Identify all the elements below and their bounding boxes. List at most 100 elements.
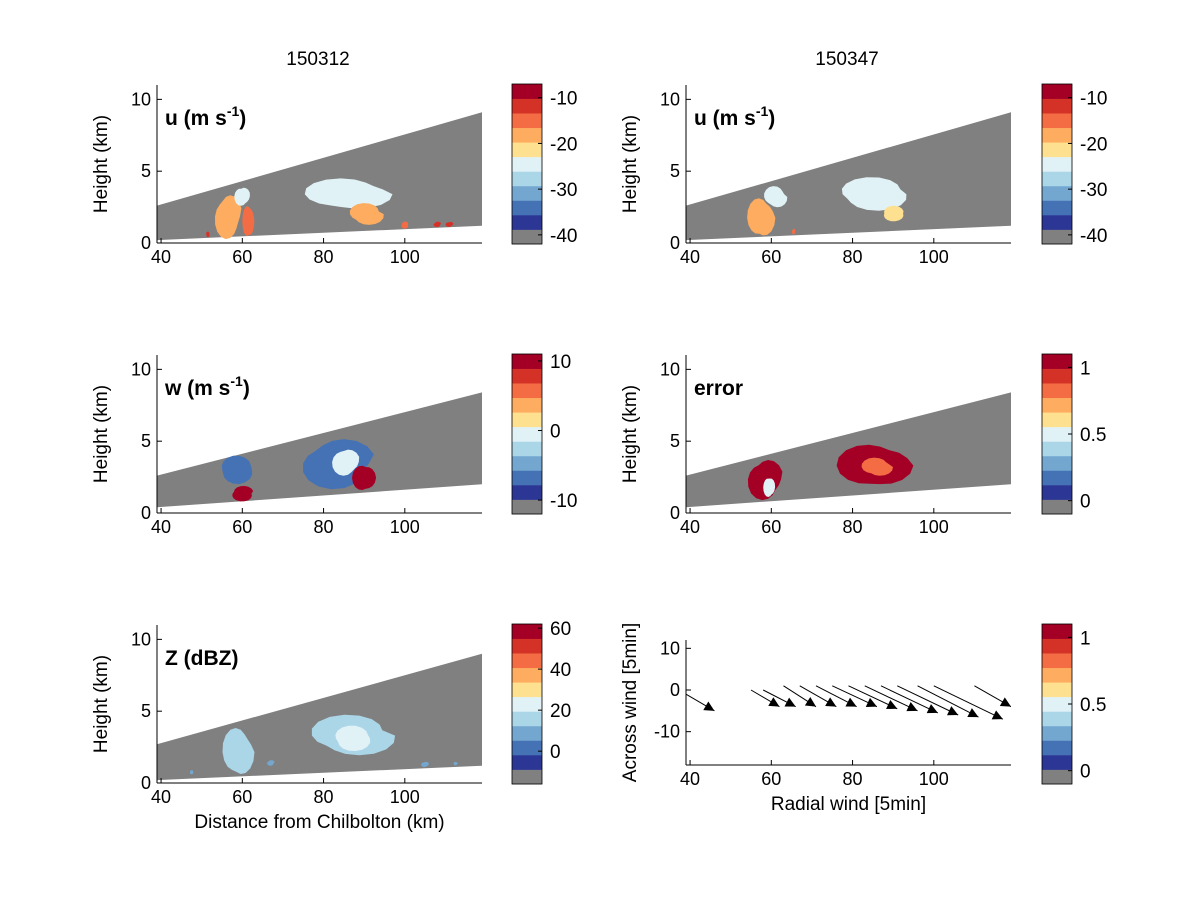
colorbar-frame: [511, 83, 543, 245]
colorbar-tick-label: -20: [550, 134, 577, 155]
colorbar-tick-label: 0.5: [1080, 425, 1106, 446]
colorbar-segment: [512, 397, 542, 413]
colorbar-segment: [1042, 185, 1072, 201]
colorbar-segment: [512, 185, 542, 201]
colorbar-segment: [1042, 484, 1072, 500]
y-tick-label: 10: [660, 89, 680, 109]
colorbar-frame: [1041, 83, 1073, 245]
radar-beam-background: [157, 112, 482, 241]
data-region: [352, 465, 377, 490]
wind-vector-head: [768, 697, 780, 707]
panel-label: w (m s-1): [164, 373, 250, 400]
colorbar-segment: [1042, 412, 1072, 428]
colorbar-segment: [512, 229, 542, 245]
x-axis-label: Radial wind [5min]: [771, 794, 926, 815]
wind-vector-head: [947, 706, 959, 716]
x-tick-label: 80: [843, 247, 863, 267]
colorbar-segment: [1042, 711, 1072, 727]
colorbar-segment: [512, 200, 542, 216]
data-region: [883, 205, 904, 222]
x-tick-label: 100: [390, 247, 420, 267]
radar-beam-background: [157, 653, 482, 781]
y-tick-label: 10: [131, 359, 151, 379]
colorbar-segment: [1042, 455, 1072, 471]
colorbar-segment: [512, 754, 542, 770]
colorbar-segment: [512, 171, 542, 187]
colorbar-tick-label: 0: [550, 742, 561, 763]
colorbar-tick-label: 1: [1080, 358, 1091, 379]
wind-vector-head: [865, 697, 877, 707]
y-tick-label: 5: [670, 431, 680, 451]
plot-area: [157, 112, 482, 241]
y-tick-label: 5: [141, 431, 151, 451]
data-region: [242, 206, 255, 236]
data-region: [215, 195, 242, 240]
colorbar-segment: [512, 156, 542, 172]
data-region: [349, 203, 384, 225]
x-tick-label: 40: [680, 247, 700, 267]
x-tick-label: 60: [232, 517, 252, 537]
data-region: [453, 762, 458, 766]
colorbar-segment: [512, 769, 542, 785]
colorbar-segment: [1042, 769, 1072, 785]
colorbar-segment: [512, 441, 542, 457]
y-tick-label: 5: [141, 161, 151, 181]
column-title-left: 150312: [286, 49, 349, 70]
colorbar-segment: [512, 653, 542, 669]
x-tick-label: 80: [314, 247, 334, 267]
data-region: [763, 478, 776, 497]
wind-vector-head: [906, 702, 918, 712]
data-region: [222, 728, 255, 774]
data-region: [234, 187, 250, 206]
data-region: [791, 228, 796, 235]
wind-vector: [897, 685, 959, 716]
colorbar-segment: [512, 740, 542, 756]
colorbar-segment: [512, 214, 542, 230]
panel-Z-150312: 40 60 80 100 0 5 10 Height (km) Distance from Ch…: [91, 619, 571, 833]
data-region: [335, 725, 371, 751]
y-tick-label: 0: [670, 233, 680, 253]
data-region: [764, 186, 788, 208]
x-tick-label: 100: [390, 787, 420, 807]
wind-vector-head: [784, 697, 796, 707]
x-tick-label: 100: [390, 517, 420, 537]
colorbar-segment: [1042, 696, 1072, 712]
colorbar-segment: [1042, 156, 1072, 172]
colorbar-segment: [512, 470, 542, 486]
wind-vector-head: [967, 708, 979, 718]
y-tick-label: 0: [141, 773, 151, 793]
colorbar: 60 40 20 0: [511, 619, 571, 785]
panel-label: u (m s-1): [694, 103, 775, 130]
colorbar-segment: [1042, 354, 1072, 369]
y-axis-label: Height (km): [620, 385, 641, 483]
data-region: [861, 457, 893, 476]
colorbar-segment: [512, 412, 542, 428]
colorbar-segment: [512, 499, 542, 515]
colorbar-segment: [1042, 214, 1072, 230]
data-region: [267, 760, 275, 766]
colorbar: 10 0 -10: [511, 352, 577, 515]
colorbar: -10 -20 -30 -40: [511, 83, 577, 247]
colorbar: -10 -20 -30 -40: [1041, 83, 1107, 247]
data-region: [189, 770, 194, 775]
colorbar-segment: [1042, 638, 1072, 654]
colorbar-segment: [1042, 740, 1072, 756]
y-tick-label: 10: [660, 359, 680, 379]
colorbar-segment: [512, 383, 542, 399]
colorbar-segment: [512, 682, 542, 698]
colorbar-tick-label: -40: [550, 226, 577, 247]
colorbar-segment: [1042, 368, 1072, 384]
data-region: [421, 761, 429, 767]
y-tick-label: 5: [670, 161, 680, 181]
x-tick-label: 40: [151, 247, 171, 267]
x-tick-label: 80: [314, 517, 334, 537]
y-tick-label: 0: [141, 233, 151, 253]
colorbar-segment: [1042, 653, 1072, 669]
x-tick-label: 80: [843, 517, 863, 537]
wind-vector-head: [845, 697, 857, 707]
x-tick-label: 80: [314, 787, 334, 807]
